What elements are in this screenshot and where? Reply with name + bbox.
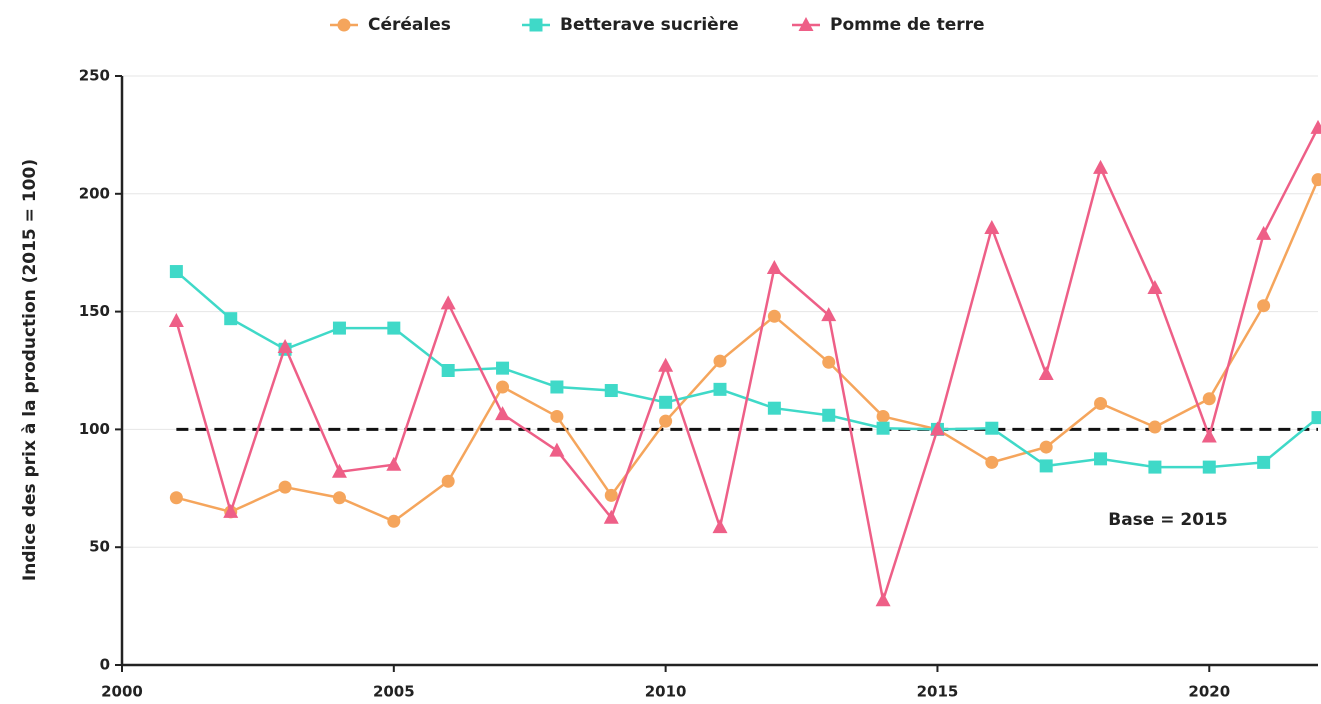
- legend-label: Betterave sucrière: [560, 15, 739, 35]
- point: [224, 312, 238, 326]
- point: [169, 265, 183, 279]
- point: [822, 408, 836, 422]
- x-tick-label: 2020: [1188, 683, 1230, 701]
- point: [713, 354, 727, 368]
- point: [1039, 440, 1053, 454]
- point: [169, 491, 183, 505]
- point: [337, 18, 351, 32]
- point: [1038, 366, 1054, 381]
- point: [1202, 392, 1216, 406]
- point: [332, 491, 346, 505]
- point: [767, 401, 781, 415]
- point: [712, 519, 728, 534]
- point: [766, 260, 782, 275]
- point: [529, 18, 543, 32]
- y-tick-label: 50: [89, 538, 110, 556]
- point: [550, 409, 564, 423]
- point: [1148, 460, 1162, 474]
- point: [549, 442, 565, 457]
- point: [1257, 455, 1271, 469]
- point: [767, 309, 781, 323]
- point: [1311, 411, 1321, 425]
- point: [984, 219, 1000, 234]
- point: [223, 503, 239, 518]
- x-tick-label: 2005: [373, 683, 415, 701]
- point: [1311, 173, 1321, 187]
- point: [659, 414, 673, 428]
- x-tick-label: 2015: [917, 683, 959, 701]
- point: [822, 355, 836, 369]
- y-tick-label: 150: [79, 302, 110, 320]
- point: [603, 509, 619, 524]
- series-line: [176, 179, 1320, 523]
- point: [495, 406, 511, 421]
- point: [1202, 460, 1216, 474]
- point: [876, 409, 890, 423]
- annotation: Base = 2015: [1108, 510, 1227, 530]
- point: [440, 295, 456, 310]
- point: [876, 421, 890, 435]
- point: [441, 364, 455, 377]
- point: [1148, 420, 1162, 434]
- point: [604, 488, 618, 502]
- point: [496, 380, 510, 394]
- point: [1093, 159, 1109, 174]
- point: [550, 380, 564, 394]
- y-tick-label: 250: [79, 67, 110, 85]
- point: [1147, 280, 1163, 295]
- point: [985, 421, 999, 435]
- point: [496, 361, 510, 375]
- point: [387, 321, 401, 335]
- y-tick-label: 200: [79, 184, 110, 202]
- point: [386, 456, 402, 471]
- point: [278, 480, 292, 494]
- point: [331, 463, 347, 478]
- legend-label: Céréales: [368, 15, 451, 35]
- y-axis-label: Indice des prix à la production (2015 = …: [20, 159, 40, 581]
- series-line: [175, 127, 1320, 601]
- point: [985, 455, 999, 469]
- y-tick-label: 100: [79, 420, 110, 438]
- point: [1094, 452, 1108, 466]
- point: [875, 592, 891, 607]
- point: [604, 384, 618, 398]
- point: [332, 321, 346, 335]
- point: [277, 338, 293, 353]
- point: [821, 307, 837, 322]
- legend-label: Pomme de terre: [830, 15, 985, 35]
- x-tick-label: 2000: [101, 683, 143, 701]
- point: [1257, 299, 1271, 313]
- point: [929, 421, 945, 436]
- point: [798, 17, 814, 31]
- point: [1310, 119, 1321, 134]
- series-line: [175, 270, 1319, 469]
- x-tick-label: 2010: [645, 683, 687, 701]
- point: [1201, 428, 1217, 443]
- point: [441, 474, 455, 488]
- point: [1256, 225, 1272, 240]
- point: [659, 395, 673, 409]
- point: [1094, 396, 1108, 410]
- point: [658, 357, 674, 372]
- point: [387, 514, 401, 528]
- y-tick-label: 0: [100, 656, 110, 674]
- point: [168, 313, 184, 328]
- point: [1039, 459, 1053, 473]
- point: [713, 382, 727, 396]
